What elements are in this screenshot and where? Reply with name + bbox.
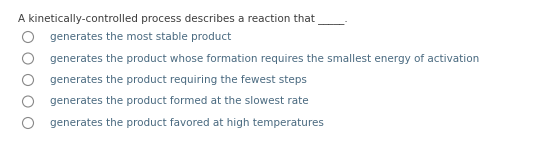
Text: generates the product whose formation requires the smallest energy of activation: generates the product whose formation re… <box>50 53 479 64</box>
Text: A kinetically-controlled process describes a reaction that _____.: A kinetically-controlled process describ… <box>18 13 348 24</box>
Text: generates the product favored at high temperatures: generates the product favored at high te… <box>50 118 324 128</box>
Text: generates the product requiring the fewest steps: generates the product requiring the fewe… <box>50 75 307 85</box>
Text: generates the most stable product: generates the most stable product <box>50 32 231 42</box>
Text: generates the product formed at the slowest rate: generates the product formed at the slow… <box>50 97 309 106</box>
